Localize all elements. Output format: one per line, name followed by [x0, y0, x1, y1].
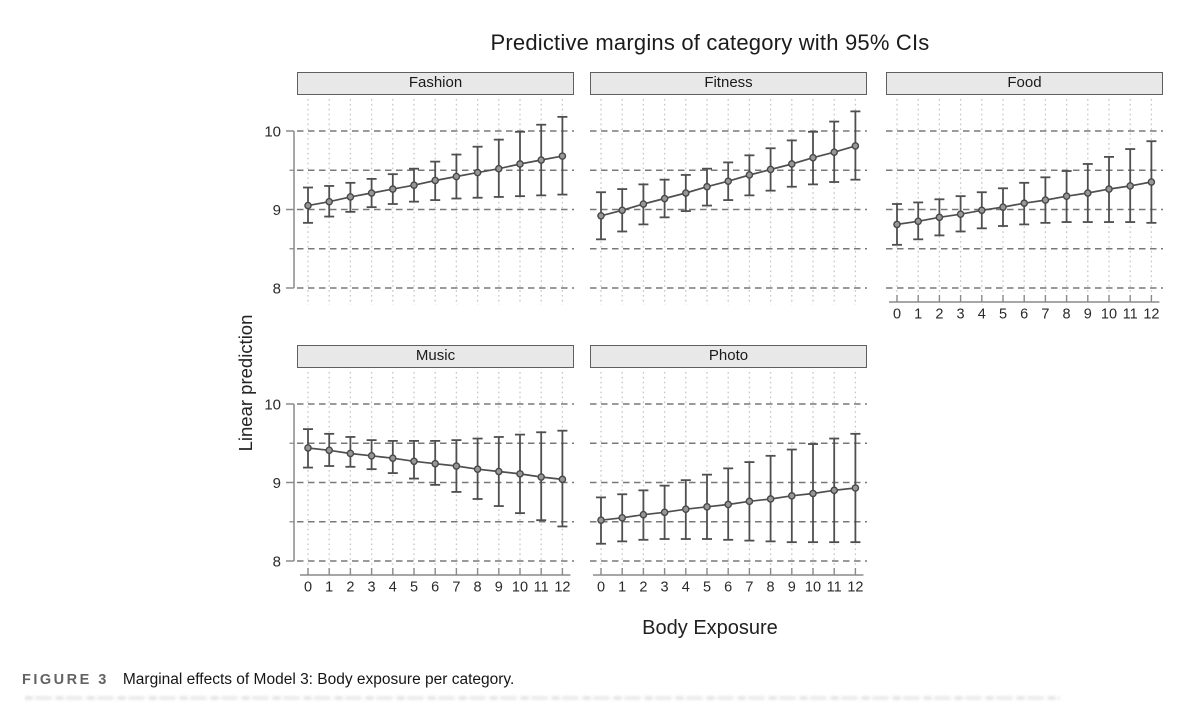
caption-text: Marginal effects of Model 3: Body exposu… — [122, 671, 515, 688]
panel-plot-fashion — [297, 99, 574, 305]
x-tick-label: 10 — [805, 580, 821, 596]
panel-header-food: Food — [886, 72, 1163, 95]
x-tick-label: 7 — [1041, 307, 1049, 323]
markers — [597, 142, 860, 220]
x-tick-label: 4 — [389, 580, 397, 596]
x-tick-label: 3 — [661, 580, 669, 596]
y-tick-label: 10 — [264, 396, 281, 413]
panel-plot-photo: 0 1 2 3 4 5 6 7 8 9 10 11 12 — [590, 372, 867, 596]
panel-fitness: Fitness — [590, 72, 867, 305]
x-tick-label: 8 — [1063, 307, 1071, 323]
x-tick-label: 2 — [639, 580, 647, 596]
x-tick-label: 9 — [495, 580, 503, 596]
x-tick-label: 3 — [957, 307, 965, 323]
x-tick-label: 1 — [914, 307, 922, 323]
x-tick-label: 0 — [893, 307, 901, 323]
x-tick-label: 5 — [703, 580, 711, 596]
x-tick-label: 10 — [1101, 307, 1117, 323]
figure-caption: FIGURE 3 Marginal effects of Model 3: Bod… — [22, 671, 514, 689]
x-tick-label: 11 — [827, 580, 842, 596]
x-tick-label: 0 — [304, 580, 312, 596]
x-tick-label: 12 — [1143, 307, 1159, 323]
x-tick-label: 10 — [512, 580, 528, 596]
x-tick-label: 7 — [452, 580, 460, 596]
x-tick-label: 9 — [1084, 307, 1092, 323]
cropped-text-line — [25, 696, 1060, 700]
panel-header-fashion: Fashion — [297, 72, 574, 95]
vertical-gridlines — [307, 99, 564, 305]
markers — [304, 152, 567, 210]
panel-header-photo: Photo — [590, 345, 867, 368]
x-tick-label: 6 — [1020, 307, 1028, 323]
panel-food: Food 0 1 2 3 4 5 6 7 8 9 10 11 12 — [886, 72, 1163, 335]
x-tick-label: 9 — [788, 580, 796, 596]
x-tick-label: 12 — [847, 580, 863, 596]
x-tick-label: 5 — [410, 580, 418, 596]
x-tick-label: 3 — [368, 580, 376, 596]
x-tick-label: 1 — [618, 580, 626, 596]
x-tick-label: 7 — [745, 580, 753, 596]
panel-plot-food: 0 1 2 3 4 5 6 7 8 9 10 11 12 — [886, 99, 1163, 323]
error-bars — [892, 140, 1157, 246]
x-tick-label: 4 — [682, 580, 690, 596]
panel-fashion: Fashion — [297, 72, 574, 305]
y-tick-label: 8 — [273, 553, 281, 570]
markers — [893, 178, 1156, 229]
x-tick-label: 8 — [767, 580, 775, 596]
markers — [597, 484, 860, 524]
x-tick-label: 11 — [1123, 307, 1138, 323]
panel-photo: Photo 0 1 2 3 4 5 6 7 8 9 10 11 12 — [590, 345, 867, 608]
error-bars — [596, 432, 861, 545]
caption-label: FIGURE 3 — [22, 672, 109, 688]
x-tick-label: 5 — [999, 307, 1007, 323]
y-tick-label: 9 — [273, 475, 281, 492]
y-axis-top-row: 10 9 8 — [264, 123, 295, 297]
panel-plot-fitness — [590, 99, 867, 305]
panel-header-music: Music — [297, 345, 574, 368]
panel-music: Music 0 1 2 3 4 5 6 7 8 9 10 11 12 — [297, 345, 574, 608]
y-tick-label: 8 — [273, 280, 281, 297]
y-tick-label: 10 — [264, 123, 281, 140]
y-tick-label: 9 — [273, 202, 281, 219]
x-tick-label: 11 — [534, 580, 549, 596]
x-tick-label: 0 — [597, 580, 605, 596]
x-axis: 0 1 2 3 4 5 6 7 8 9 10 11 12 — [300, 568, 570, 596]
x-axis: 0 1 2 3 4 5 6 7 8 9 10 11 12 — [889, 295, 1159, 323]
x-tick-label: 2 — [935, 307, 943, 323]
y-axis-bottom-row: 10 9 8 — [264, 396, 295, 570]
markers — [304, 444, 567, 484]
x-tick-label: 1 — [325, 580, 333, 596]
panel-plot-music: 0 1 2 3 4 5 6 7 8 9 10 11 12 — [297, 372, 574, 596]
x-axis: 0 1 2 3 4 5 6 7 8 9 10 11 12 — [593, 568, 863, 596]
x-tick-label: 12 — [554, 580, 570, 596]
x-tick-label: 4 — [978, 307, 986, 323]
x-tick-label: 6 — [431, 580, 439, 596]
x-tick-label: 2 — [346, 580, 354, 596]
panel-header-fitness: Fitness — [590, 72, 867, 95]
horizontal-gridlines — [297, 130, 574, 289]
vertical-gridlines — [600, 99, 857, 305]
x-tick-label: 8 — [474, 580, 482, 596]
y-axis-title: Linear prediction — [235, 314, 256, 452]
x-axis-title: Body Exposure — [642, 617, 778, 639]
x-tick-label: 6 — [724, 580, 732, 596]
figure-title: Predictive margins of category with 95% … — [490, 30, 930, 55]
